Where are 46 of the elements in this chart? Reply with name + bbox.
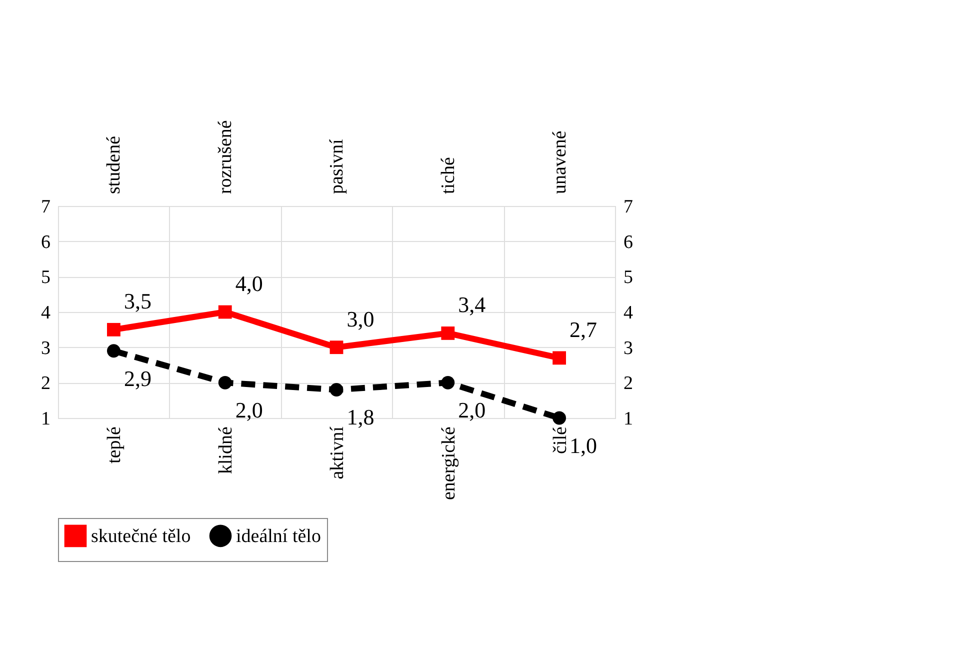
y2-tick-label: 2 (624, 373, 633, 394)
point (552, 411, 566, 425)
data-label: 3,4 (458, 292, 486, 318)
text: pasivní (326, 138, 348, 194)
y-tick-label: 4 (41, 302, 51, 324)
y2-tick-label: 6 (624, 232, 633, 253)
text: tiché (438, 157, 459, 194)
data-label: 2,7 (570, 316, 598, 342)
data-label: 2,0 (458, 398, 486, 423)
point (330, 340, 344, 354)
point (441, 376, 455, 390)
text: unavené (549, 130, 570, 194)
x-tick-label: teplé (104, 426, 126, 464)
y2-tick-label: 7 (624, 196, 633, 218)
data-label: 2,0 (235, 398, 263, 423)
x-tick-label: klidné (216, 426, 237, 474)
point (218, 376, 232, 390)
x-tick-label: čilé (550, 426, 571, 454)
x-tick-label: energické (438, 426, 460, 500)
y-tick-label: 7 (41, 196, 50, 218)
point (552, 351, 566, 365)
point (218, 305, 232, 319)
legend-label: ideální tělo (236, 526, 321, 547)
data-label: 3,0 (346, 306, 374, 332)
point (106, 322, 120, 336)
point (441, 326, 455, 340)
y2-tick-label: 5 (624, 267, 633, 288)
y-tick-label: 1 (41, 408, 50, 430)
data-label: 4,0 (235, 271, 263, 296)
y2-tick-label: 3 (624, 338, 633, 359)
y-tick-label: 3 (41, 338, 50, 359)
x-tick-label: aktivní (327, 426, 348, 480)
data-label: 3,5 (124, 288, 152, 314)
y2-tick-label: 1 (624, 408, 633, 430)
text: studené (104, 136, 125, 194)
text: rozrušené (215, 120, 236, 194)
point (106, 344, 120, 358)
data-label: 2,9 (124, 366, 152, 391)
data-label: 1,0 (570, 433, 598, 458)
y2-tick-label: 4 (624, 302, 634, 324)
y-tick-label: 6 (41, 232, 50, 253)
y-tick-label: 5 (41, 267, 50, 288)
data-label: 1,8 (346, 404, 374, 430)
y-tick-label: 2 (41, 373, 50, 394)
legend-label: skutečné tělo (91, 526, 191, 547)
point (330, 383, 344, 396)
